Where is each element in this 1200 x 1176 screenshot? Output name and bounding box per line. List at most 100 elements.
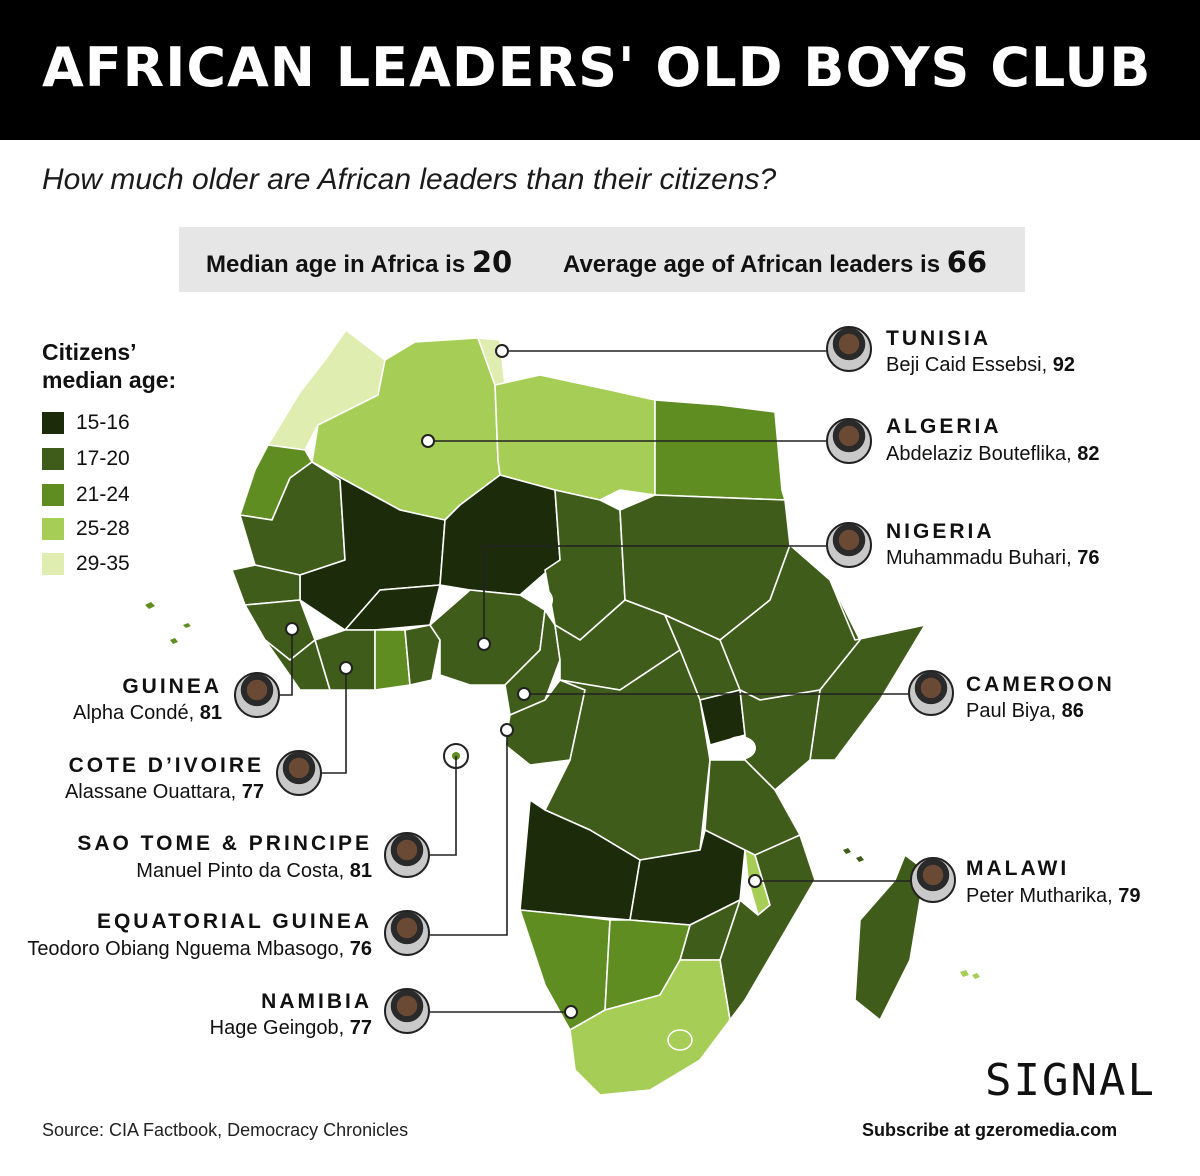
region-libya	[494, 374, 656, 501]
marker-namibia	[564, 1005, 578, 1019]
leader-age: 76	[349, 938, 372, 960]
stats-box: Median age in Africa is 20 Average age o…	[179, 227, 1025, 292]
signal-logo: SIGNAL	[985, 1055, 1156, 1106]
legend-label: 25-28	[76, 517, 130, 540]
leader-name: Alpha Condé,	[72, 702, 195, 724]
region-togo-benin	[404, 624, 441, 686]
leaders-age-value: 66	[946, 245, 988, 279]
leader-portrait-cameroon	[908, 670, 954, 716]
leader-info-sao-tome: Manuel Pinto da Costa, 81	[20, 860, 372, 883]
comoros-islands	[843, 848, 864, 862]
leader-portrait-sao-tome	[384, 832, 430, 878]
leader-name: Manuel Pinto da Costa,	[136, 860, 345, 882]
region-senegal	[231, 564, 301, 606]
leader-age: 79	[1118, 885, 1141, 907]
leader-info-guinea: Alpha Condé, 81	[20, 702, 222, 725]
title-bar: AFRICAN LEADERS' OLD BOYS CLUB	[0, 0, 1200, 140]
leader-name: Muhammadu Buhari,	[886, 547, 1072, 569]
lake-victoria	[724, 736, 756, 760]
lesotho	[667, 1029, 693, 1051]
legend-label: 17-20	[76, 447, 130, 470]
leader-age: 77	[241, 781, 264, 803]
leader-info-tunisia: Beji Caid Essebsi, 92	[886, 354, 1075, 377]
leader-age: 77	[349, 1017, 372, 1039]
subtitle: How much older are African leaders than …	[42, 163, 777, 196]
legend-swatch	[42, 518, 64, 540]
leader-name: Paul Biya,	[966, 700, 1057, 722]
region-south-africa	[569, 959, 731, 1096]
connector-equatorial-guinea	[430, 730, 508, 936]
marker-tunisia	[495, 344, 509, 358]
connector-nigeria	[483, 545, 826, 644]
legend-swatch	[42, 484, 64, 506]
leader-age: 86	[1061, 700, 1084, 722]
connector-sao-tome	[430, 756, 457, 856]
leader-portrait-equatorial-guinea	[384, 910, 430, 956]
leader-age: 81	[349, 860, 372, 882]
leader-portrait-algeria	[826, 418, 872, 464]
marker-sao-tome	[443, 743, 469, 769]
connector-guinea	[280, 629, 293, 696]
leaders-age-stat: Average age of African leaders is 66	[563, 245, 987, 279]
legend-label: 15-16	[76, 411, 130, 434]
leader-name: Peter Mutharika,	[966, 885, 1113, 907]
leader-info-namibia: Hage Geingob, 77	[20, 1017, 372, 1040]
leader-age: 82	[1077, 443, 1100, 465]
leaders-age-label: Average age of African leaders is	[563, 251, 941, 278]
legend-title-line2: median age:	[42, 367, 177, 393]
region-egypt	[654, 399, 786, 501]
marker-algeria	[421, 434, 435, 448]
mauritius-islands	[960, 970, 980, 979]
leader-info-malawi: Peter Mutharika, 79	[966, 885, 1141, 908]
source-note: Source: CIA Factbook, Democracy Chronicl…	[42, 1120, 409, 1140]
lake-chad	[537, 590, 553, 610]
country-name-cote-divoire: COTE D’IVOIRE	[68, 754, 264, 777]
leader-info-cameroon: Paul Biya, 86	[966, 700, 1084, 723]
country-name-malawi: MALAWI	[966, 857, 1070, 880]
marker-malawi	[748, 874, 762, 888]
country-name-guinea: GUINEA	[122, 675, 222, 698]
leader-portrait-malawi	[910, 857, 956, 903]
country-name-tunisia: TUNISIA	[886, 327, 991, 350]
median-age-stat: Median age in Africa is 20	[206, 245, 512, 279]
country-name-equatorial-guinea: EQUATORIAL GUINEA	[96, 910, 372, 933]
country-name-nigeria: NIGERIA	[886, 520, 995, 543]
leader-age: 76	[1077, 547, 1100, 569]
legend-label: 29-35	[76, 552, 130, 575]
leader-info-algeria: Abdelaziz Bouteflika, 82	[886, 443, 1099, 466]
leader-name: Teodoro Obiang Nguema Mbasogo,	[27, 938, 345, 960]
legend-label: 21-24	[76, 483, 130, 506]
leader-portrait-guinea	[234, 672, 280, 718]
subscribe-link[interactable]: Subscribe at gzeromedia.com	[862, 1120, 1118, 1140]
country-name-sao-tome: SAO TOME & PRINCIPE	[77, 832, 372, 855]
country-name-namibia: NAMIBIA	[261, 990, 372, 1013]
leader-portrait-cote-divoire	[276, 750, 322, 796]
marker-nigeria	[477, 637, 491, 651]
cape-verde-islands	[145, 602, 191, 644]
marker-equatorial-guinea	[500, 723, 514, 737]
leader-portrait-namibia	[384, 988, 430, 1034]
leader-info-nigeria: Muhammadu Buhari, 76	[886, 547, 1099, 570]
leader-name: Beji Caid Essebsi,	[886, 354, 1048, 376]
legend-title: Citizens’ median age:	[42, 338, 176, 394]
leader-info-equatorial-guinea: Teodoro Obiang Nguema Mbasogo, 76	[20, 938, 372, 961]
legend-swatch	[42, 553, 64, 575]
marker-cameroon	[517, 687, 531, 701]
region-ghana	[374, 629, 411, 691]
leader-age: 81	[199, 702, 222, 724]
median-age-value: 20	[471, 245, 513, 279]
connector-cote-divoire	[322, 668, 347, 774]
legend-title-line1: Citizens’	[42, 339, 137, 365]
median-age-label: Median age in Africa is	[206, 251, 466, 278]
country-name-algeria: ALGERIA	[886, 415, 1002, 438]
region-somalia	[809, 579, 926, 761]
leader-name: Hage Geingob,	[209, 1017, 345, 1039]
leader-info-cote-divoire: Alassane Ouattara, 77	[20, 781, 264, 804]
leader-portrait-nigeria	[826, 522, 872, 568]
marker-guinea	[285, 622, 299, 636]
legend-swatch	[42, 448, 64, 470]
legend-swatch	[42, 412, 64, 434]
leader-name: Abdelaziz Bouteflika,	[886, 443, 1072, 465]
leader-portrait-tunisia	[826, 326, 872, 372]
